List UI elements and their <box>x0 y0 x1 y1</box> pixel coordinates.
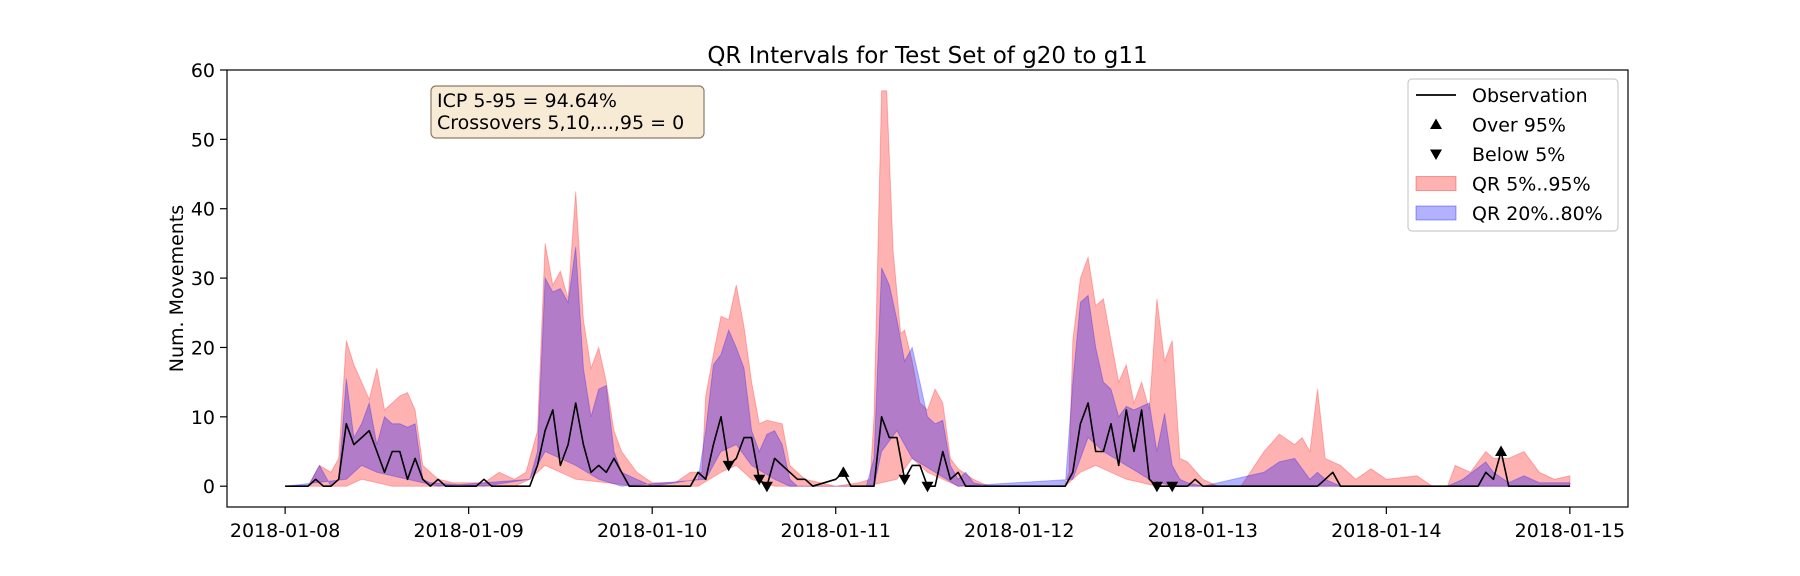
annotation-box: ICP 5-95 = 94.64%Crossovers 5,10,...,95 … <box>430 85 705 139</box>
x-tick-label: 2018-01-13 <box>1148 520 1258 542</box>
x-tick-label: 2018-01-15 <box>1515 520 1625 542</box>
y-axis-label: Num. Movements <box>166 205 188 372</box>
below-5-marker <box>1166 481 1179 493</box>
annotation-frame <box>430 85 705 139</box>
legend-down-marker <box>1430 149 1442 160</box>
legend-frame <box>1407 78 1619 232</box>
x-tick-label: 2018-01-14 <box>1331 520 1441 542</box>
y-tick-label: 20 <box>191 337 215 359</box>
annotation-line: Crossovers 5,10,...,95 = 0 <box>437 112 684 134</box>
y-tick-label: 40 <box>191 199 215 221</box>
below-5-marker <box>921 481 934 493</box>
legend-label: Observation <box>1472 85 1588 107</box>
below-5-marker <box>753 474 766 486</box>
legend-label: Below 5% <box>1472 144 1565 166</box>
x-tick-label: 2018-01-08 <box>230 520 340 542</box>
over-95-marker <box>1495 445 1508 457</box>
below-5-marker <box>722 460 735 472</box>
ticks-layer: 0 10 20 30 40 50 60 2018-01-08 2018-01-09 2018-01… <box>191 60 1625 542</box>
x-tick-label: 2018-01-10 <box>597 520 707 542</box>
markers-layer <box>722 445 1508 493</box>
y-tick-label: 60 <box>191 60 215 82</box>
y-tick-label: 50 <box>191 129 215 151</box>
chart-title: QR Intervals for Test Set of g20 to g11 <box>707 43 1147 69</box>
below-5-marker <box>1150 481 1163 493</box>
below-5-marker <box>760 481 773 493</box>
y-tick-label: 30 <box>191 268 215 290</box>
x-tick-label: 2018-01-11 <box>781 520 891 542</box>
over-95-marker <box>837 466 850 477</box>
legend: Observation Over 95% Below 5% QR 5%..95% QR … <box>1407 78 1619 232</box>
legend-label: Over 95% <box>1472 115 1566 137</box>
y-tick-label: 0 <box>203 476 215 498</box>
x-tick-label: 2018-01-09 <box>413 520 523 542</box>
x-tick-label: 2018-01-12 <box>964 520 1074 542</box>
legend-patch-swatch <box>1415 205 1457 221</box>
below-5-marker <box>898 474 911 486</box>
annotation-line: ICP 5-95 = 94.64% <box>437 90 617 112</box>
legend-label: QR 20%..80% <box>1472 203 1603 225</box>
legend-label: QR 5%..95% <box>1472 174 1591 196</box>
legend-up-marker <box>1430 118 1442 129</box>
legend-patch-swatch <box>1415 176 1457 191</box>
axes-frame <box>226 69 1629 508</box>
y-tick-label: 10 <box>191 407 215 429</box>
